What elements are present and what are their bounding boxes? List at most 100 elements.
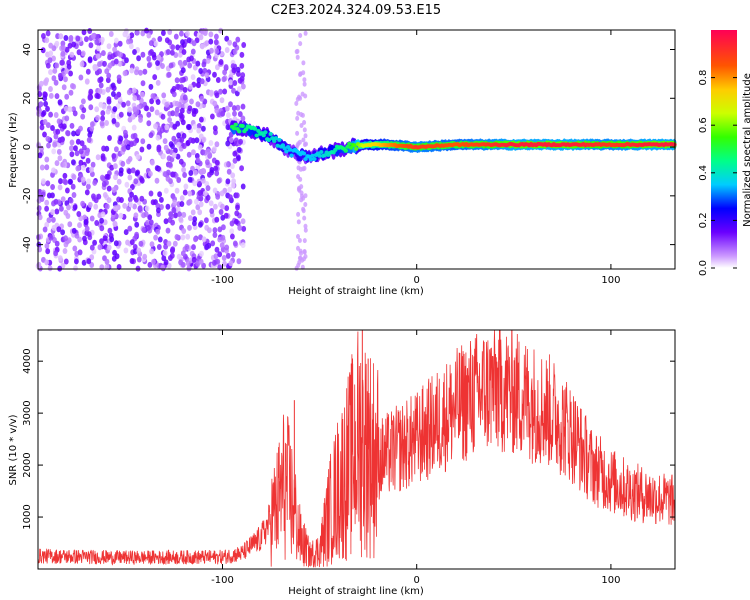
noise-speckle (83, 219, 89, 225)
noise-speckle (38, 101, 44, 108)
noise-speckle (104, 263, 110, 270)
noise-speckle (39, 196, 45, 202)
noise-speckle (44, 156, 50, 163)
ridge-mark (303, 157, 308, 161)
noise-speckle (58, 33, 64, 40)
noise-speckle (230, 172, 236, 179)
noise-speckle (155, 79, 161, 86)
noise-speckle (37, 214, 43, 221)
noise-speckle (212, 232, 218, 238)
noise-speckle (179, 136, 185, 143)
noise-speckle (228, 260, 234, 267)
noise-speckle (179, 84, 184, 91)
spectrogram-x-axis-label: Height of straight line (km) (288, 286, 424, 297)
noise-speckle (157, 191, 163, 198)
noise-speckle (232, 48, 238, 55)
noise-speckle (148, 40, 154, 47)
ridge-mark (345, 144, 350, 149)
noise-speckle (160, 63, 165, 69)
noise-speckle (45, 62, 51, 69)
noise-speckle (84, 225, 90, 232)
noise-speckle (296, 245, 300, 251)
noise-speckle (295, 115, 300, 121)
noise-speckle (56, 118, 62, 125)
noise-speckle (180, 67, 186, 74)
noise-speckle (137, 205, 143, 212)
noise-speckle (239, 62, 245, 69)
noise-speckle (149, 241, 155, 248)
noise-speckle (234, 192, 240, 199)
noise-speckle (142, 68, 148, 75)
noise-speckle (63, 76, 68, 83)
noise-speckle (138, 69, 143, 76)
snr-y-ticks: 1000 2000 3000 4000 (22, 348, 675, 530)
noise-speckle (145, 219, 151, 226)
noise-speckle (116, 178, 122, 185)
snr-frame (37, 329, 676, 570)
noise-speckle (296, 219, 301, 225)
x-tick-label: -100 (211, 575, 234, 586)
noise-speckle (121, 145, 127, 152)
noise-speckle (180, 39, 185, 46)
noise-speckle (53, 198, 59, 205)
ridge-mark (333, 147, 338, 152)
noise-speckle (89, 166, 94, 173)
noise-speckle (79, 140, 85, 147)
noise-speckle (191, 40, 197, 47)
noise-speckle (226, 161, 231, 168)
ridge-mark (231, 126, 237, 131)
noise-speckle (235, 104, 241, 111)
noise-speckle (295, 142, 300, 148)
noise-speckle (67, 42, 73, 49)
noise-speckle (174, 110, 180, 117)
noise-speckle (116, 74, 122, 81)
noise-speckle (48, 50, 54, 57)
noise-speckle (161, 92, 167, 99)
noise-speckle (126, 89, 132, 96)
noise-speckle (189, 98, 194, 105)
noise-speckle (213, 165, 219, 172)
noise-speckle (54, 40, 60, 47)
noise-speckle (223, 64, 229, 70)
noise-speckle (144, 105, 150, 112)
noise-speckle (105, 108, 111, 115)
noise-speckle (241, 42, 247, 48)
noise-speckle (81, 107, 87, 114)
snr-panel: -100 0 100 1000 2000 3000 4000 Height of stra… (8, 329, 676, 597)
noise-speckle (57, 99, 63, 106)
noise-speckle (60, 262, 66, 269)
noise-speckle (75, 35, 81, 42)
noise-speckle (106, 197, 112, 204)
noise-speckle (302, 249, 307, 255)
noise-speckle (155, 228, 161, 235)
ridge-mark (319, 150, 324, 154)
noise-speckle (210, 113, 215, 120)
noise-speckle (64, 68, 69, 74)
noise-speckle (48, 111, 53, 118)
noise-speckle (197, 144, 203, 151)
noise-speckle (48, 69, 53, 76)
noise-speckle (94, 33, 100, 40)
noise-speckle (107, 227, 113, 234)
noise-speckle (53, 133, 59, 140)
y-tick-label: 0 (22, 144, 33, 150)
noise-speckle (89, 254, 95, 261)
noise-speckle (118, 135, 124, 142)
noise-speckle (104, 68, 110, 75)
noise-speckle (60, 136, 65, 143)
noise-speckle (132, 203, 138, 210)
noise-speckle (194, 153, 200, 159)
noise-speckle (87, 94, 93, 101)
noise-speckle (43, 100, 48, 107)
noise-speckle (303, 202, 308, 207)
noise-speckle (64, 93, 70, 100)
noise-speckle (96, 45, 101, 52)
noise-speckle (207, 171, 212, 178)
noise-speckle (120, 160, 126, 167)
noise-speckle (148, 83, 154, 90)
noise-speckle (86, 183, 91, 190)
noise-speckle (302, 77, 307, 83)
noise-speckle (177, 51, 183, 58)
noise-speckle (205, 148, 211, 155)
noise-speckle (89, 215, 95, 222)
